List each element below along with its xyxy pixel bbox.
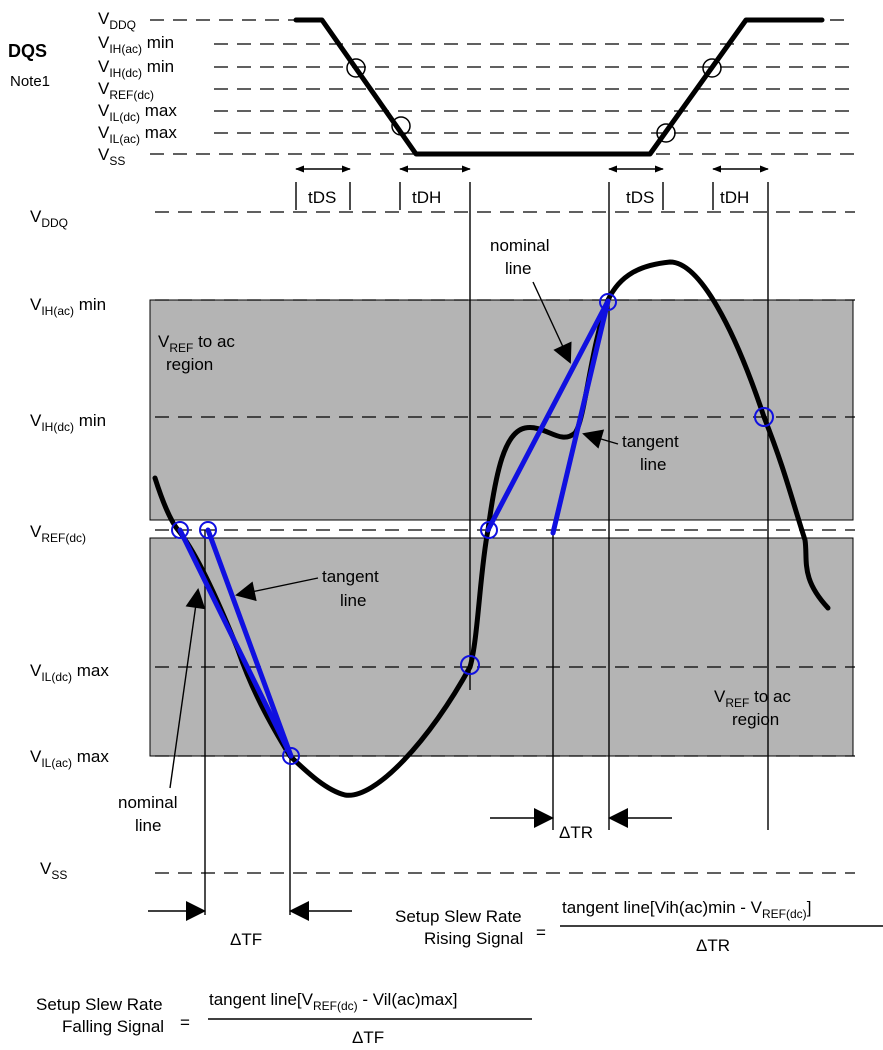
dqs-label-vil-ac: VIL(ac) max bbox=[98, 123, 177, 146]
rising-nominal-line bbox=[485, 298, 611, 533]
dqs-label-vddq: VDDQ bbox=[98, 9, 136, 32]
formula-falling-label-2: Falling Signal bbox=[62, 1017, 164, 1036]
nominal-left-pointer bbox=[169, 588, 206, 789]
falling-tangent-line bbox=[205, 527, 294, 759]
tangent-left-label-1: tangent bbox=[322, 567, 379, 586]
formula-rising: Setup Slew Rate Rising Signal = tangent … bbox=[395, 898, 883, 955]
dqs-title: DQS bbox=[8, 41, 47, 61]
tds-label-1: tDS bbox=[308, 188, 336, 207]
rising-tangent-line bbox=[550, 298, 611, 536]
label-vih-ac: VIH(ac) min bbox=[30, 295, 106, 318]
tangent-top-label-1: tangent bbox=[622, 432, 679, 451]
dqs-label-vih-ac: VIH(ac) min bbox=[98, 33, 174, 56]
crossing-vref-rising bbox=[480, 521, 498, 539]
delta-tr-label: ΔTR bbox=[559, 823, 593, 842]
dqs-label-vih-dc: VIH(dc) min bbox=[98, 57, 174, 80]
dqs-label-vref: VREF(dc) bbox=[98, 79, 154, 102]
formula-falling-label-1: Setup Slew Rate bbox=[36, 995, 163, 1014]
formula-rising-denominator: ΔTR bbox=[696, 936, 730, 955]
tangent-top-label-2: line bbox=[640, 455, 666, 474]
crossing-vref-falling-2 bbox=[199, 521, 217, 539]
formula-rising-numerator: tangent line[Vih(ac)min - VREF(dc)] bbox=[562, 898, 811, 921]
tdh-label-2: tDH bbox=[720, 188, 749, 207]
formula-falling: Setup Slew Rate Falling Signal = tangent… bbox=[36, 990, 532, 1047]
data-waveform bbox=[152, 259, 831, 798]
crossing-vih-dc-falling bbox=[754, 407, 774, 427]
region-upper-label-2: region bbox=[166, 355, 213, 374]
label-vil-ac: VIL(ac) max bbox=[30, 747, 109, 770]
crossing-vil-ac-falling bbox=[282, 747, 300, 765]
crossing-vil-dc-rising bbox=[460, 655, 480, 675]
tangent-left-label-2: line bbox=[340, 591, 366, 610]
formula-rising-label-2: Rising Signal bbox=[424, 929, 523, 948]
label-vddq: VDDQ bbox=[30, 207, 68, 230]
dqs-crossing-vih-dc-rise bbox=[702, 58, 722, 78]
crossing-vref-falling-1 bbox=[171, 521, 189, 539]
dqs-note: Note1 bbox=[10, 73, 50, 90]
formula-falling-denominator: ΔTF bbox=[352, 1028, 384, 1047]
tangent-left-pointer bbox=[235, 577, 319, 602]
dqs-crossing-vil-ac bbox=[391, 116, 411, 136]
label-vih-dc: VIH(dc) min bbox=[30, 411, 106, 434]
falling-nominal-line bbox=[177, 527, 294, 759]
delta-tf-label: ΔTF bbox=[230, 930, 262, 949]
region-upper bbox=[149, 299, 854, 521]
dqs-label-vss: VSS bbox=[98, 145, 125, 168]
label-vref: VREF(dc) bbox=[30, 522, 86, 545]
formula-falling-numerator: tangent line[VREF(dc) - Vil(ac)max] bbox=[209, 990, 457, 1013]
dqs-label-vil-dc: VIL(dc) max bbox=[98, 101, 177, 124]
nominal-top-label-2: line bbox=[505, 259, 531, 278]
formula-falling-equals: = bbox=[180, 1013, 190, 1032]
dqs-waveform bbox=[293, 17, 825, 157]
region-upper-label-1: VREF to ac bbox=[158, 332, 235, 355]
formula-rising-label-1: Setup Slew Rate bbox=[395, 907, 522, 926]
region-lower-label-2: region bbox=[732, 710, 779, 729]
nominal-left-label-2: line bbox=[135, 816, 161, 835]
label-vss: VSS bbox=[40, 859, 67, 882]
region-lower-label-1: VREF to ac bbox=[714, 687, 791, 710]
dqs-section: DQS Note1 VDDQ VIH(ac) min VIH(dc) min V… bbox=[8, 9, 855, 207]
crossing-vih-ac-rising bbox=[599, 293, 617, 311]
nominal-top-pointer bbox=[532, 281, 572, 364]
main-section: VDDQ VIH(ac) min VIH(dc) min VREF(dc) VI… bbox=[30, 182, 855, 949]
label-vil-dc: VIL(dc) max bbox=[30, 661, 109, 684]
nominal-left-label-1: nominal bbox=[118, 793, 178, 812]
nominal-top-label-1: nominal bbox=[490, 236, 550, 255]
dqs-crossing-vil-ac-rise bbox=[656, 123, 676, 143]
dqs-crossing-vih-dc bbox=[346, 58, 366, 78]
formula-rising-equals: = bbox=[536, 923, 546, 942]
tangent-top-pointer bbox=[582, 429, 619, 449]
tds-label-2: tDS bbox=[626, 188, 654, 207]
tdh-label-1: tDH bbox=[412, 188, 441, 207]
